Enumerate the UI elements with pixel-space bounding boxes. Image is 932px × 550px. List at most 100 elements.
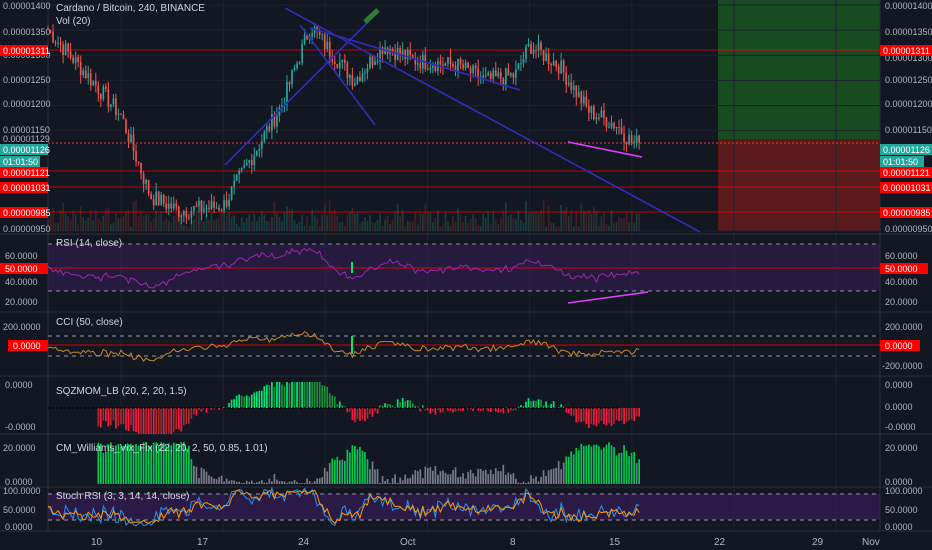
squeeze-bar <box>180 408 183 432</box>
vix-bar <box>411 474 414 484</box>
squeeze-bar <box>635 408 638 417</box>
candle-body <box>517 63 520 70</box>
volume-bar <box>510 214 512 231</box>
candle-body <box>288 81 291 85</box>
candle-body <box>213 201 215 208</box>
volume-bar <box>230 216 233 231</box>
candle-body <box>303 35 306 44</box>
squeeze-bar <box>457 408 459 411</box>
candle-body <box>77 56 80 62</box>
candle-body <box>512 73 515 78</box>
vix-bar <box>424 466 427 484</box>
right-tick: 0.00000950 <box>885 224 932 234</box>
candle-body <box>278 107 281 116</box>
vix-bar <box>145 442 147 484</box>
volume-bar <box>580 203 583 231</box>
candle-body <box>147 179 150 195</box>
squeeze-bar <box>557 407 560 408</box>
candle-body <box>625 141 628 145</box>
vix-bar <box>444 472 447 484</box>
volume-bar <box>127 209 130 231</box>
volume-bar <box>87 217 90 231</box>
volume-bar <box>250 221 253 231</box>
volume-bar <box>122 215 125 231</box>
vix-bar <box>306 478 308 484</box>
candle-body <box>540 42 542 51</box>
squeeze-bar <box>447 408 449 411</box>
countdown-text: 01:01:50 <box>3 157 38 167</box>
volume-bar <box>482 213 485 231</box>
volume-bar <box>489 223 492 231</box>
volume-bar <box>542 200 545 231</box>
right-price-axis[interactable]: 0.00001400 0.00001350 0.00001300 0.00001… <box>880 1 932 532</box>
left-tick: 0.00001400 <box>3 1 51 11</box>
candle-body <box>155 191 158 206</box>
vix-bar <box>623 445 625 484</box>
candle-body <box>562 60 565 73</box>
squeeze-bar <box>175 408 178 430</box>
candle-body <box>122 114 125 120</box>
right-vix-tick: 20.0000 <box>885 443 918 453</box>
vix-bar <box>595 444 598 484</box>
vix-bar <box>567 456 570 484</box>
right-tick: 0.00001150 <box>885 125 932 135</box>
time-axis[interactable]: 10 17 24 Oct 8 15 22 29 Nov <box>91 537 880 548</box>
volume-bar <box>399 215 402 231</box>
volume-bar <box>248 214 251 231</box>
squeeze-bar <box>600 408 603 422</box>
volume-bar <box>82 216 85 231</box>
volume-bar <box>550 222 552 231</box>
candle-body <box>333 61 336 64</box>
vix-bar <box>140 445 142 484</box>
vix-bar <box>552 468 555 484</box>
candle-body <box>404 50 407 60</box>
candle-body <box>414 57 417 65</box>
left-price-axis[interactable]: 0.00001400 0.00001350 0.00001300 0.00001… <box>0 1 51 532</box>
volume-bar <box>635 213 638 231</box>
candle-body <box>638 135 641 143</box>
volume-bar <box>125 211 127 231</box>
right-cci-level-text: 0.0000 <box>885 341 913 351</box>
candle-body <box>276 115 278 127</box>
squeeze-bar <box>477 408 480 411</box>
candle-body <box>409 50 412 56</box>
volume-bar <box>243 222 246 231</box>
vix-bar <box>177 444 180 484</box>
candle-body <box>210 201 213 209</box>
squeeze-bar <box>150 408 152 434</box>
cci-title: CCI (50, close) <box>56 317 123 328</box>
squeeze-bar <box>515 408 517 410</box>
squeeze-bar <box>542 405 545 408</box>
squeeze-bar <box>248 396 251 408</box>
candle-body <box>338 61 341 69</box>
symbol-title: Cardano / Bitcoin, 240, BINANCE <box>56 3 205 14</box>
volume-bar <box>62 202 64 231</box>
squeeze-bar <box>328 393 331 408</box>
squeeze-bar <box>525 401 527 408</box>
vix-bar <box>185 448 188 484</box>
vix-bar <box>613 447 615 484</box>
volume-bar <box>457 208 459 231</box>
vix-bar <box>349 452 351 484</box>
squeeze-bar <box>281 384 283 408</box>
vix-bar <box>210 476 213 484</box>
candle-body <box>416 63 419 65</box>
volume-bar <box>268 221 271 231</box>
volume-bar <box>115 213 117 231</box>
candle-body <box>130 134 132 142</box>
vix-bar <box>439 471 442 484</box>
candle-body <box>316 26 319 31</box>
vix-bar <box>102 452 105 484</box>
candle-body <box>492 70 495 79</box>
squeeze-bar <box>130 408 132 426</box>
vix-bar <box>233 480 236 484</box>
squeeze-bar <box>167 408 170 434</box>
squeeze-bar <box>117 408 120 426</box>
vix-bar <box>215 479 218 484</box>
squeeze-bar <box>510 408 512 411</box>
vix-bar <box>225 478 228 484</box>
candle-body <box>600 110 603 118</box>
candle-body <box>474 65 477 69</box>
squeeze-bar <box>354 408 356 423</box>
